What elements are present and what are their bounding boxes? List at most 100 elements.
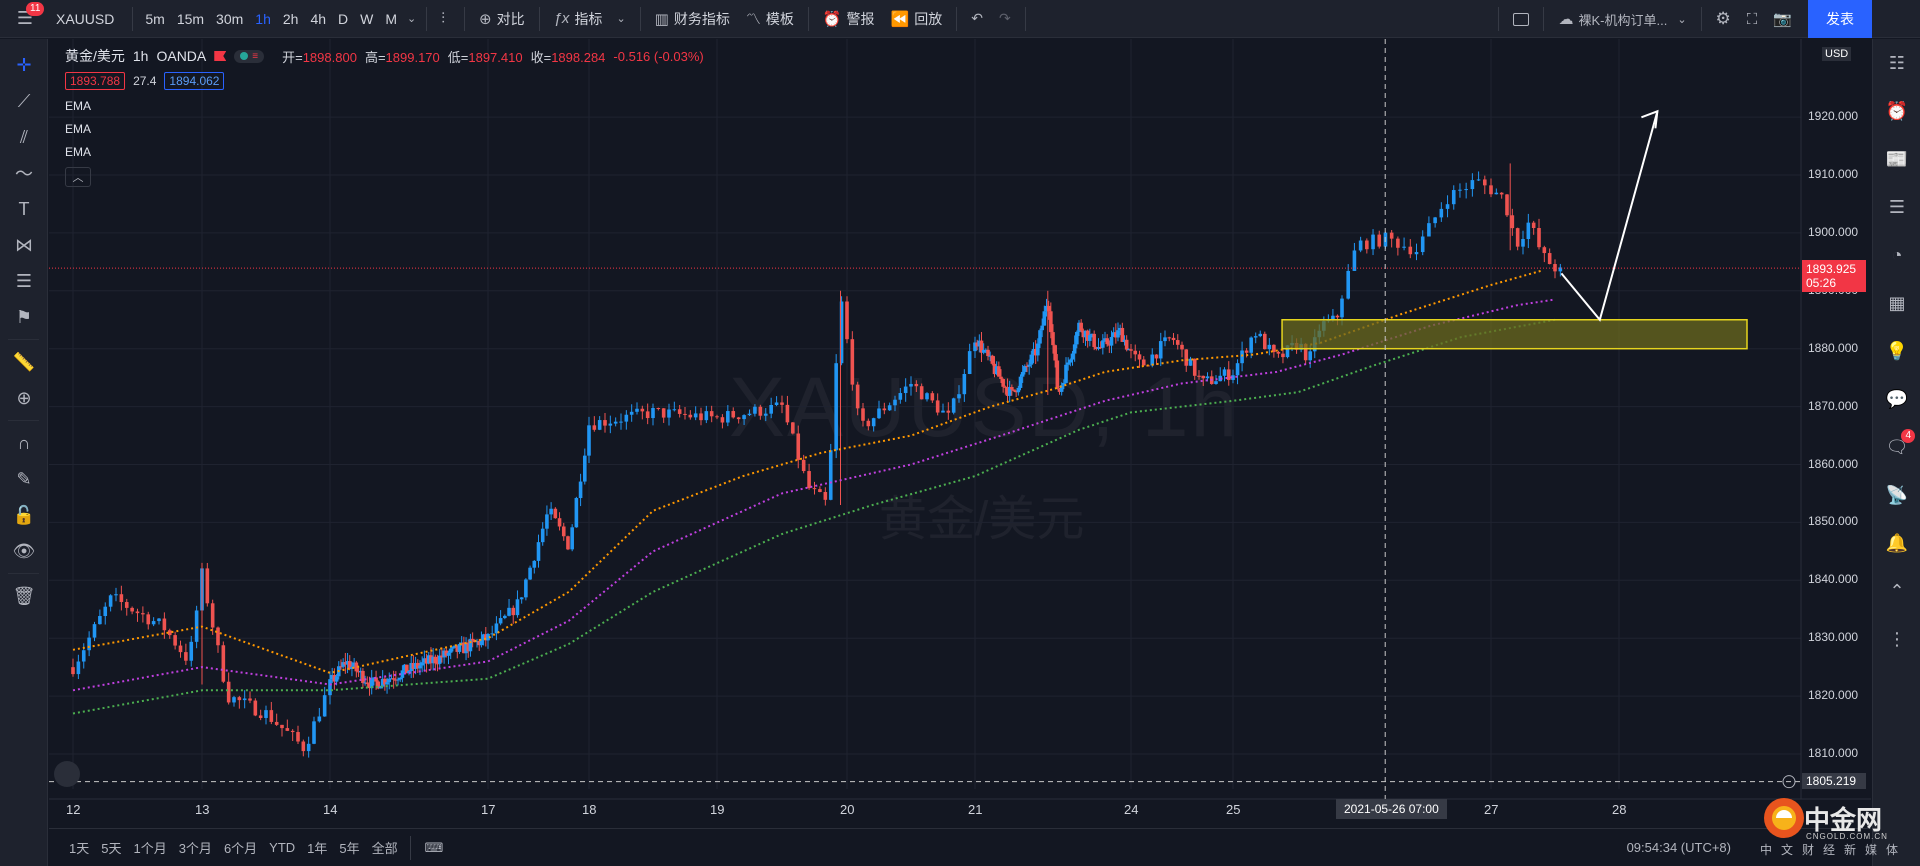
range-button[interactable]: 1年 — [307, 841, 328, 856]
range-button[interactable]: 6个月 — [223, 841, 258, 856]
messages-badge: 4 — [1901, 429, 1915, 443]
ema-indicator-2[interactable]: EMA — [65, 122, 92, 136]
interval-dropdown-icon[interactable]: ⌄ — [407, 13, 417, 25]
interval-m[interactable]: M — [385, 10, 398, 27]
order-panel-button[interactable]: ⌃ — [1873, 567, 1920, 615]
redo-button[interactable]: ↷ — [991, 0, 1019, 38]
brush-tool[interactable]: 〜 — [0, 155, 48, 191]
watchlist-button[interactable]: ☷ — [1873, 39, 1920, 87]
undo-button[interactable]: ↶ — [963, 0, 991, 38]
magnet-tool[interactable]: ∩ — [0, 425, 48, 461]
range-button[interactable]: 3个月 — [178, 841, 212, 856]
interval-1h[interactable]: 1h — [255, 10, 271, 27]
templates-button[interactable]: 〽模板 — [738, 0, 802, 38]
timezone-clock[interactable]: 09:54:34 (UTC+8) — [1626, 840, 1731, 855]
goto-date-button[interactable]: ⌨ — [417, 840, 452, 856]
price-tick-label: 1830.000 — [1808, 630, 1859, 645]
range-button[interactable]: 全部 — [371, 841, 398, 856]
interval-5m[interactable]: 5m — [145, 10, 165, 27]
interval-30m[interactable]: 30m — [216, 10, 244, 27]
range-button[interactable]: 1个月 — [133, 841, 167, 856]
ema-indicator-3[interactable]: EMA — [65, 145, 92, 159]
bar-chart-icon: ▥ — [654, 10, 669, 28]
interval-15m[interactable]: 15m — [176, 10, 205, 27]
publish-button[interactable]: 发表 — [1808, 0, 1872, 38]
interval-d[interactable]: D — [338, 10, 349, 27]
layout-name-button[interactable]: ☁ 裸K-机构订单... ⌄ — [1550, 0, 1694, 38]
news-button[interactable]: 📰 — [1873, 135, 1920, 183]
settings-button[interactable]: ⚙ — [1708, 0, 1739, 38]
brand-tagline: 中文财经新媒体 — [1760, 843, 1908, 857]
zoom-tool[interactable]: ⊕ — [0, 380, 48, 416]
symbol-search[interactable]: XAUUSD — [56, 10, 115, 27]
remove-tool[interactable]: 🗑 — [0, 578, 48, 614]
interval-2h[interactable]: 2h — [282, 10, 299, 27]
menu-button[interactable]: ☰ 11 — [0, 0, 50, 38]
hide-tool[interactable]: 👁 — [0, 533, 48, 569]
ask-price[interactable]: 1894.062 — [164, 72, 225, 90]
visibility-toggle[interactable]: ≡ — [234, 49, 265, 63]
price-tick-label: 1840.000 — [1808, 572, 1859, 587]
indicators-button[interactable]: ƒx 指标 ⌄ — [546, 0, 634, 38]
candle-body — [334, 676, 339, 682]
interval-w[interactable]: W — [360, 10, 374, 27]
replay-button[interactable]: ⏪ 回放 — [883, 0, 951, 38]
candle-body — [444, 650, 449, 656]
candle-body — [1031, 349, 1036, 355]
fullscreen-button[interactable]: ⛶ — [1739, 0, 1766, 38]
chats-button[interactable]: 💬 — [1873, 375, 1920, 423]
snapshot-button[interactable]: 📷 — [1765, 0, 1800, 38]
object-tree-button[interactable]: ☰ — [1873, 183, 1920, 231]
candle-body — [1036, 343, 1040, 356]
collapse-legend-button[interactable]: ︿ — [65, 167, 91, 187]
ideas-button[interactable]: 💡 — [1873, 327, 1920, 375]
icon-tool[interactable]: ⚑ — [0, 299, 48, 335]
measure-tool[interactable]: 📏 — [0, 344, 48, 380]
candle-body — [1365, 240, 1369, 250]
candle-body — [1020, 371, 1025, 377]
trendline-icon: ⟋ — [17, 90, 31, 111]
streams-button[interactable]: 📡 — [1873, 471, 1920, 519]
currency-label[interactable]: USD — [1822, 47, 1852, 61]
notifications-button[interactable]: 🔔 — [1873, 519, 1920, 567]
legend-symbol[interactable]: 黄金/美元 — [65, 48, 125, 64]
lock-tool[interactable]: 🔓 — [0, 497, 48, 533]
financials-button[interactable]: ▥ 财务指标 — [647, 0, 738, 38]
chart-type-button[interactable]: ⫶ — [433, 0, 458, 38]
compare-button[interactable]: ⊕ 对比 — [471, 0, 533, 38]
alert-button[interactable]: ⏰ 警报 — [815, 0, 883, 38]
stay-drawing-tool[interactable]: ✎ — [0, 461, 48, 497]
pattern-tool[interactable]: ⋈ — [0, 227, 48, 263]
messages-button[interactable]: 🗨 4 — [1873, 423, 1920, 471]
data-window-button[interactable]: ◔ — [1873, 231, 1920, 279]
fib-tool[interactable]: ⫽ — [0, 119, 48, 155]
time-tick-label: 21 — [968, 802, 983, 817]
candle-body — [1222, 369, 1227, 376]
layout-select-button[interactable] — [1505, 0, 1537, 38]
alerts-button[interactable]: ⏰ — [1873, 87, 1920, 135]
dom-button[interactable]: ⋮ — [1873, 615, 1920, 663]
ema-indicator-1[interactable]: EMA — [65, 99, 92, 113]
range-button[interactable]: YTD — [269, 840, 296, 855]
candle-body — [1510, 215, 1515, 229]
candle-body — [1521, 239, 1525, 247]
candle-body — [367, 683, 372, 689]
chart-pane[interactable]: XAUUSD, 1h 黄金/美元 — [49, 39, 1871, 826]
crosshair-tool[interactable]: ✛ — [0, 47, 48, 83]
candle-body — [1547, 253, 1552, 265]
range-button[interactable]: 5年 — [339, 841, 360, 856]
candle-body — [651, 407, 655, 419]
candle-body — [1389, 232, 1394, 239]
prediction-tool[interactable]: ☰ — [0, 263, 48, 299]
calendar-button[interactable]: ▦ — [1873, 279, 1920, 327]
candle-body — [1079, 322, 1083, 331]
interval-4h[interactable]: 4h — [310, 10, 327, 27]
range-button[interactable]: 1天 — [69, 841, 90, 856]
bid-price[interactable]: 1893.788 — [65, 72, 126, 90]
range-button[interactable]: 5天 — [101, 841, 122, 856]
price-chart[interactable] — [49, 39, 1871, 826]
candle-body — [1027, 364, 1031, 367]
candle-body — [1012, 389, 1016, 391]
text-tool[interactable]: T — [0, 191, 48, 227]
trendline-tool[interactable]: ⟋ — [0, 83, 48, 119]
